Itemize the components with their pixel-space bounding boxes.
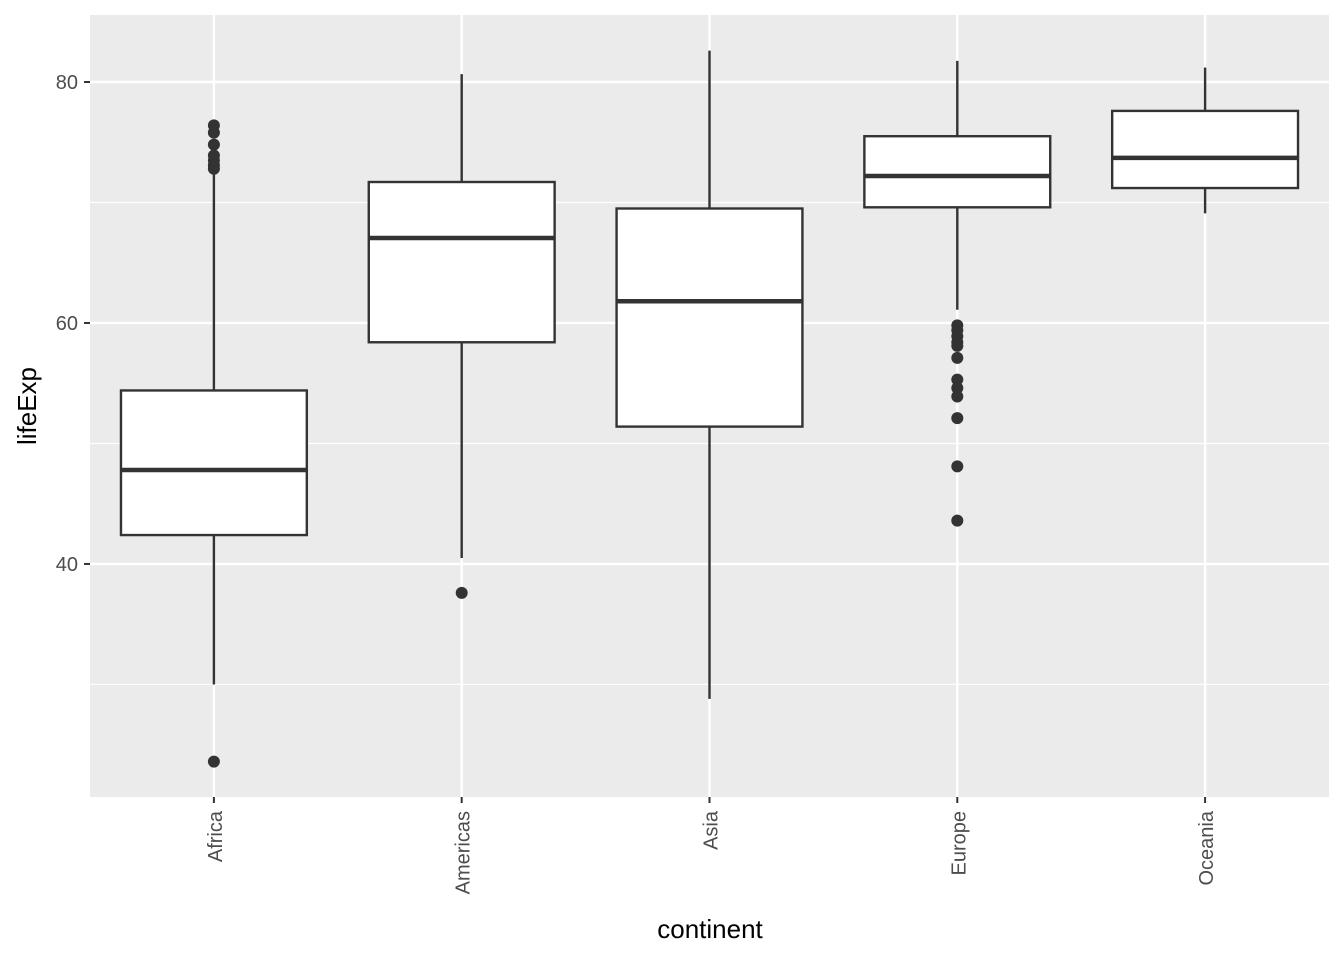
iqr-box	[367, 180, 556, 344]
outlier-point	[207, 138, 220, 151]
y-tick-label: 60	[56, 313, 78, 335]
box-asia	[615, 50, 804, 699]
outlier-point	[207, 162, 220, 175]
y-axis-title: lifeExp	[12, 367, 42, 445]
x-axis: Africa Americas Asia Europe Oceania	[205, 797, 1218, 894]
outlier-point	[455, 586, 468, 599]
x-tick-label: Americas	[453, 811, 475, 894]
outlier-point	[951, 339, 964, 352]
box-americas	[367, 74, 556, 599]
iqr-box	[863, 135, 1052, 209]
outlier-point	[951, 382, 964, 395]
x-tick-label: Oceania	[1196, 810, 1218, 885]
outlier-point	[951, 412, 964, 425]
x-tick-label: Africa	[205, 810, 227, 862]
box-africa	[119, 119, 309, 768]
outlier-point	[951, 460, 964, 473]
outlier-point	[207, 755, 220, 768]
x-tick-label: Europe	[948, 811, 970, 876]
boxes	[119, 50, 1300, 768]
iqr-box	[119, 389, 309, 537]
y-tick-label: 80	[56, 72, 78, 94]
outlier-point	[951, 514, 964, 527]
box-europe	[863, 60, 1052, 527]
iqr-box	[615, 207, 804, 428]
x-axis-title: continent	[657, 914, 763, 944]
box-oceania	[1110, 67, 1300, 214]
outlier-point	[207, 126, 220, 139]
outlier-point	[951, 351, 964, 364]
outlier-point	[951, 390, 964, 403]
y-tick-label: 40	[56, 554, 78, 576]
y-axis: 40 60 80	[56, 72, 90, 576]
outlier-point	[951, 373, 964, 386]
iqr-box	[1110, 109, 1300, 190]
x-tick-label: Asia	[701, 810, 723, 850]
